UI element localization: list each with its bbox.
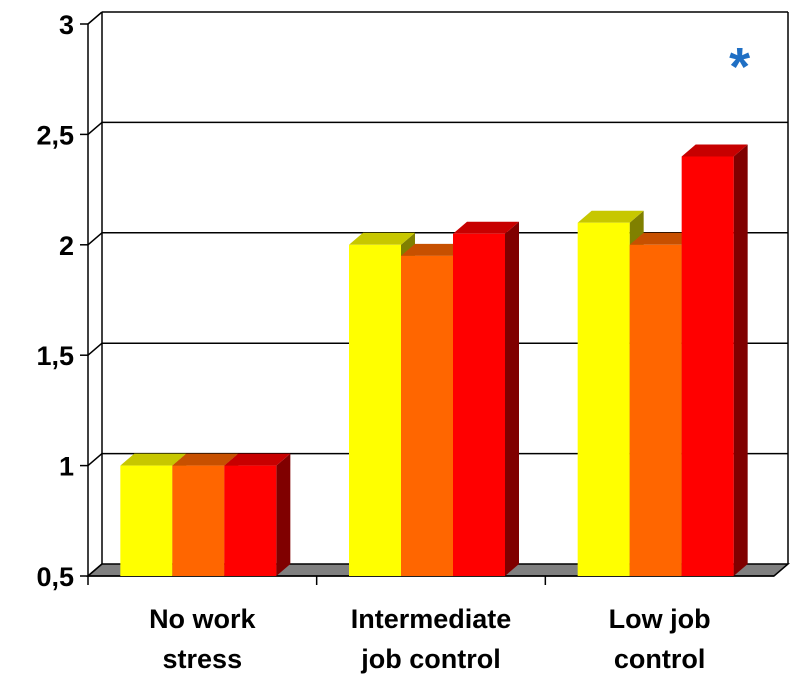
bar — [681, 144, 748, 577]
bar — [224, 453, 291, 576]
bar-top — [577, 210, 644, 223]
bar-top — [401, 243, 467, 256]
bar-top — [120, 453, 187, 466]
x-category-label: Low job control — [609, 604, 711, 674]
bar-side — [733, 144, 748, 577]
x-category-label: Intermediate job control — [351, 604, 512, 674]
bar-top — [681, 144, 748, 157]
significance-asterisk: * — [729, 37, 750, 97]
bar-top — [349, 232, 415, 245]
bar-top — [224, 453, 291, 466]
bar-front — [629, 244, 682, 577]
bar-side — [276, 453, 291, 576]
axis-depth-tick — [87, 232, 103, 246]
bar-top — [172, 453, 239, 466]
labels: 0,5 1 1,5 2 2,5 3 No work stress Intermediate job… — [36, 10, 750, 674]
bar-top — [453, 221, 519, 234]
y-tick-label: 3 — [59, 10, 74, 40]
bar-front — [401, 255, 453, 576]
bar-side — [505, 221, 519, 576]
axis-depth-tick — [87, 453, 103, 467]
axis-depth-tick — [87, 11, 103, 25]
bar-front — [349, 244, 401, 577]
x-category-label: No work stress — [149, 604, 256, 674]
bar-front — [453, 233, 505, 576]
bar-front — [172, 465, 225, 576]
axis-depth-tick — [87, 342, 103, 356]
y-tick-label: 0,5 — [36, 562, 74, 592]
y-tick-label: 2,5 — [36, 120, 74, 150]
bars — [120, 144, 748, 577]
bar-top — [629, 232, 696, 245]
y-tick-label: 1 — [59, 452, 74, 482]
bar-front — [577, 222, 630, 576]
bar-front — [681, 156, 734, 577]
bar-front — [120, 465, 173, 576]
axis-depth-tick — [87, 121, 103, 135]
y-tick-label: 2 — [59, 231, 74, 261]
bar — [453, 221, 519, 576]
bar-front — [224, 465, 277, 576]
y-tick-label: 1,5 — [36, 341, 74, 371]
